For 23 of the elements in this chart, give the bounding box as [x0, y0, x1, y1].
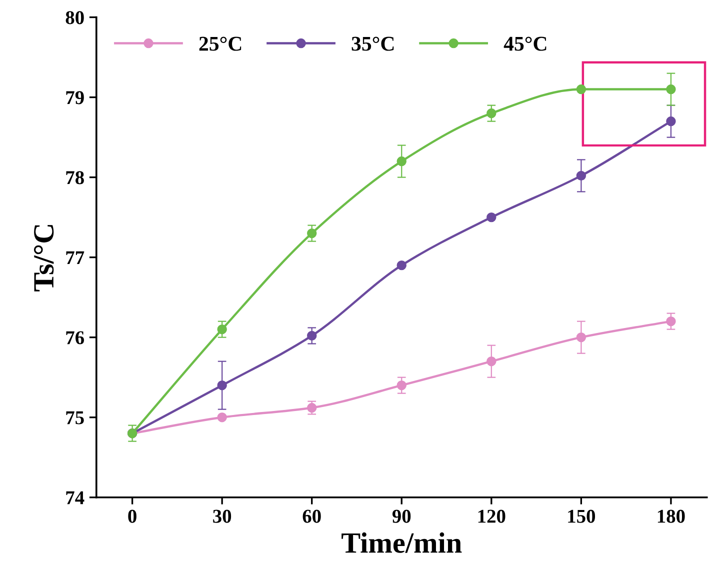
x-tick-label: 90	[392, 510, 411, 523]
y-tick-label: 74	[66, 491, 84, 504]
point	[486, 212, 496, 222]
y-tick-label: 76	[66, 331, 84, 344]
x-tick-label: 30	[213, 510, 232, 523]
point	[217, 412, 227, 422]
y-axis-title: Ts/°C	[34, 225, 54, 292]
x-tick-label: 60	[302, 510, 321, 523]
legend-label: 45°C	[504, 36, 546, 51]
point	[396, 260, 406, 270]
x-tick-label: 120	[478, 510, 506, 523]
point	[576, 84, 586, 94]
x-tick-label: 150	[568, 510, 596, 523]
x-tick-label: 180	[658, 510, 685, 523]
y-tick-label: 80	[66, 11, 84, 24]
legend-label: 35°C	[352, 36, 394, 51]
y-tick-label: 77	[66, 251, 84, 264]
x-axis-title: Time/min	[342, 532, 462, 553]
x-tick-label: 0	[128, 510, 136, 523]
legend-label: 25°C	[199, 36, 242, 51]
y-tick-label: 78	[66, 171, 84, 184]
y-tick-label: 75	[66, 411, 84, 424]
y-tick-label: 79	[66, 91, 84, 104]
